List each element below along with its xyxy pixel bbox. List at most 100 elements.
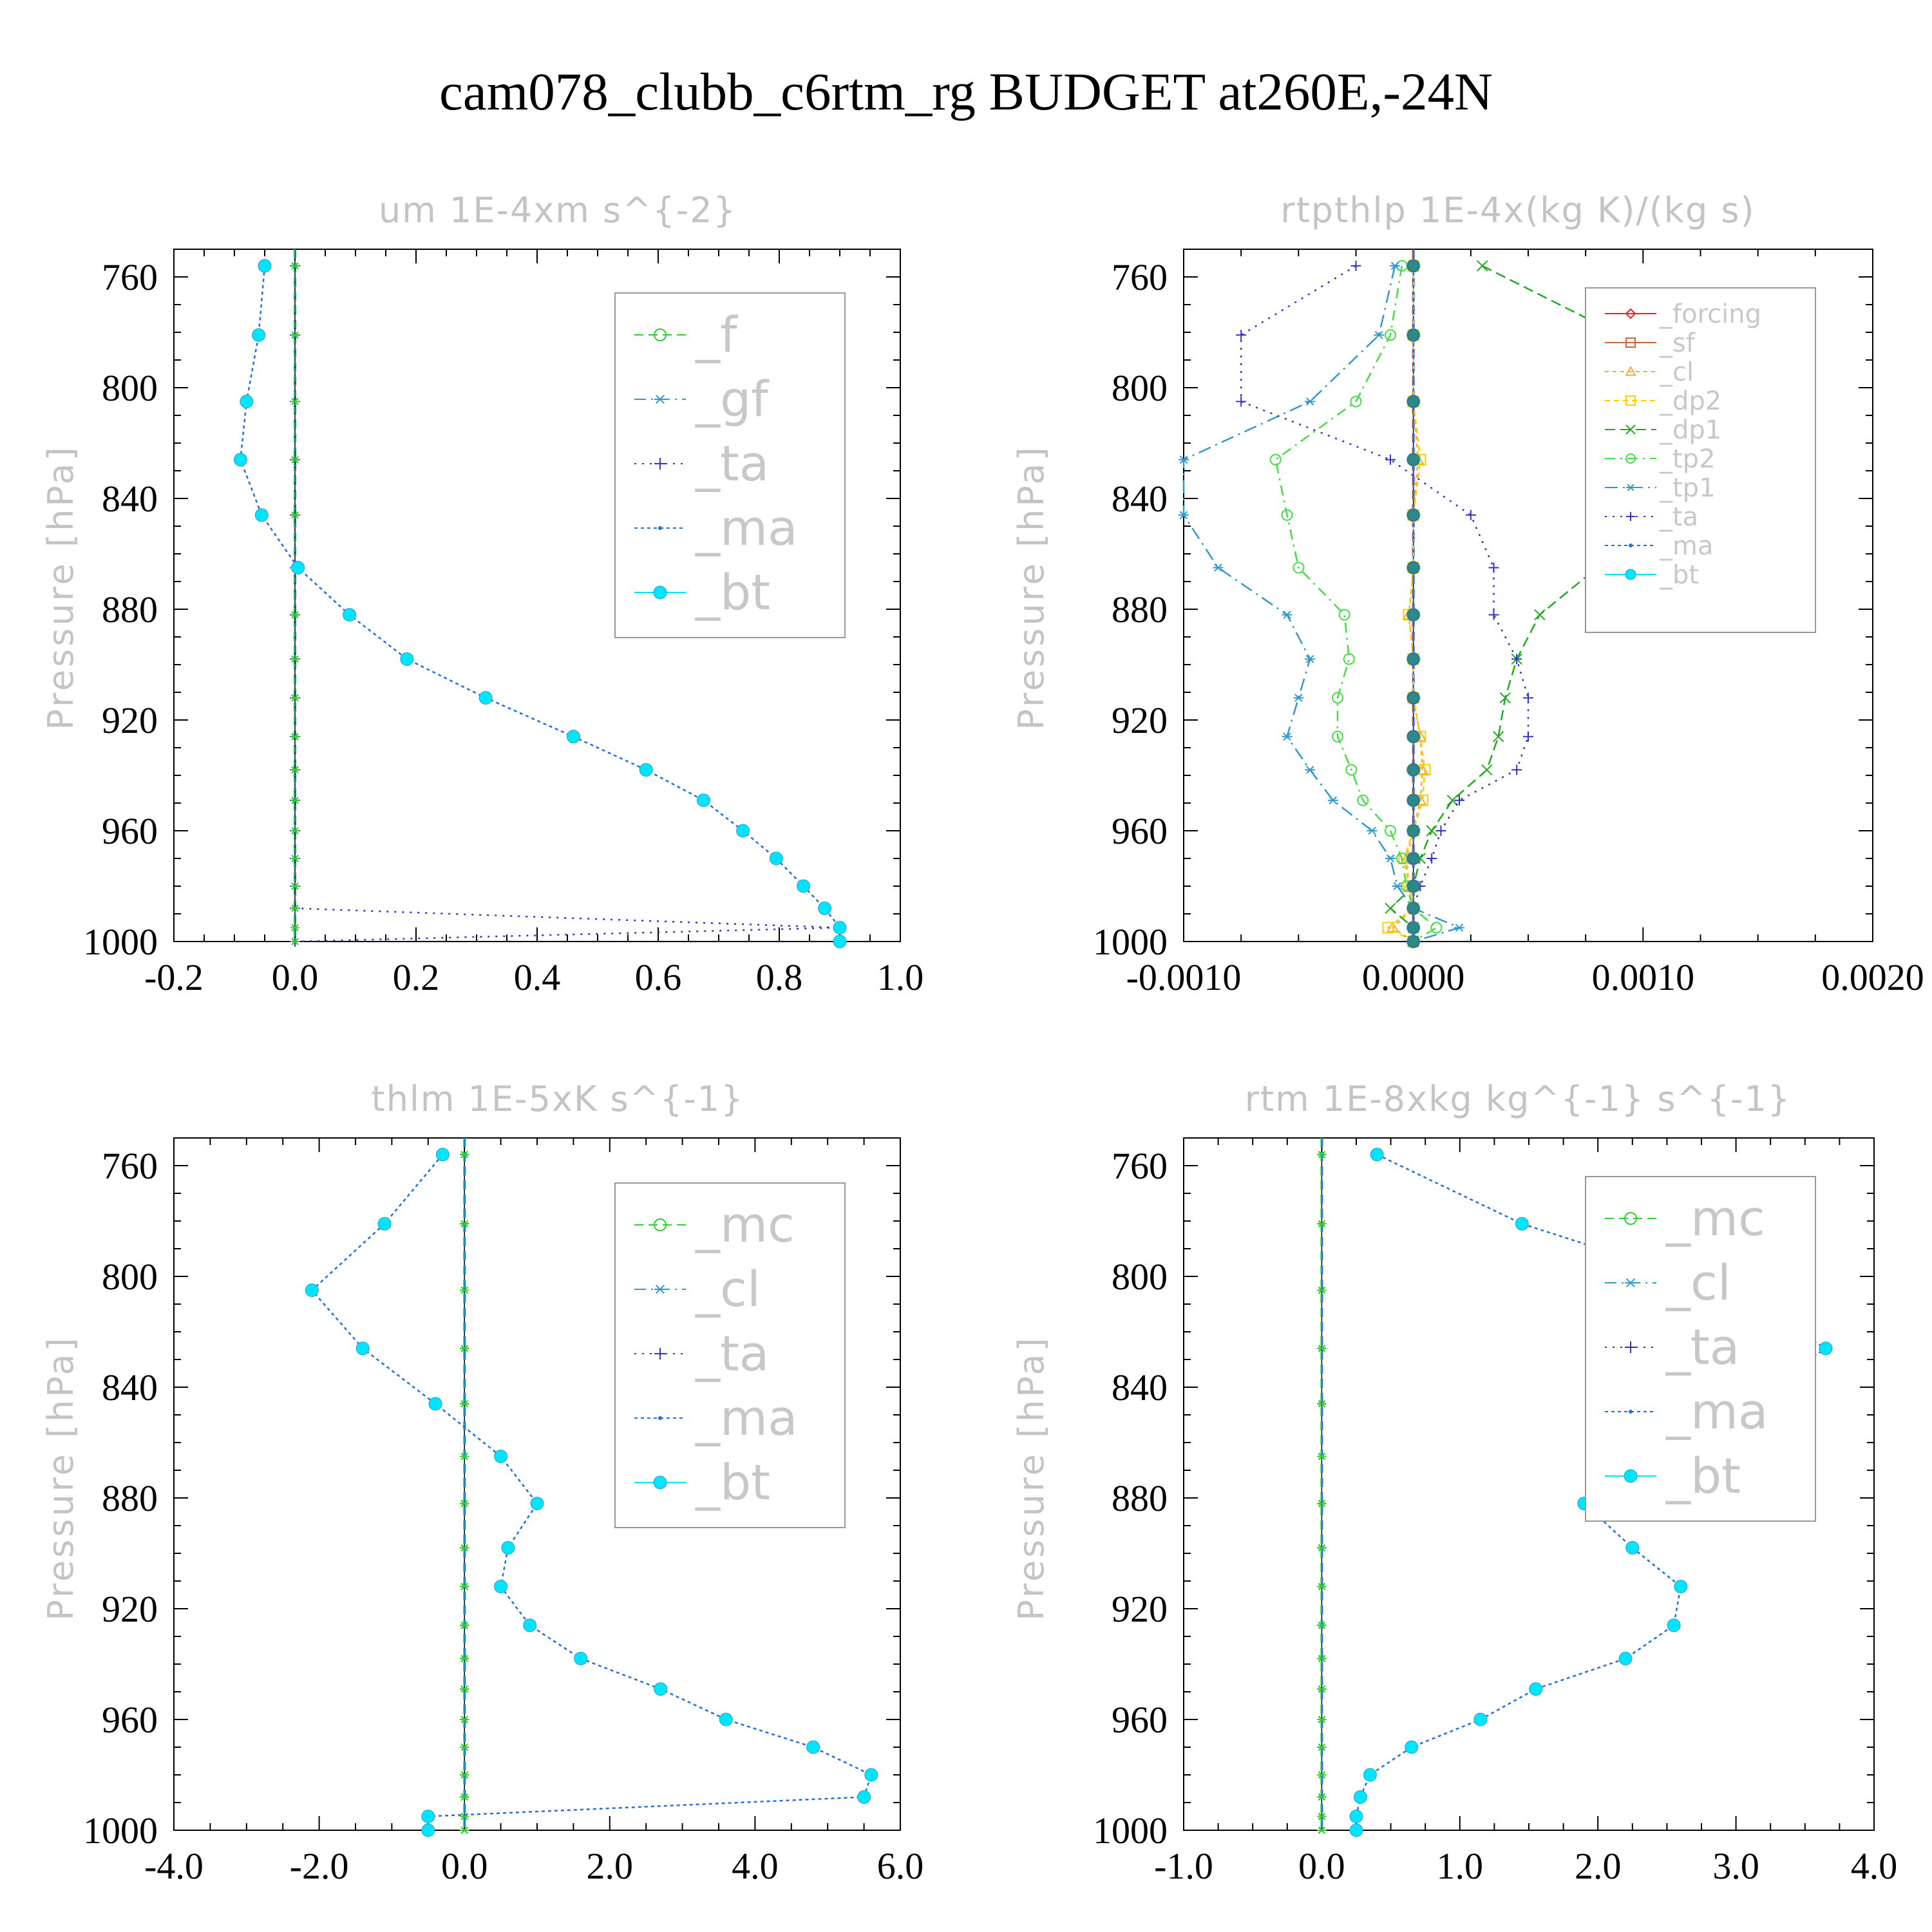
data-point <box>639 762 653 777</box>
x-tick-label: 0.4 <box>514 956 561 998</box>
x-tick-label: 2.0 <box>587 1845 634 1887</box>
data-point <box>1317 1812 1327 1821</box>
data-point <box>1317 1582 1327 1591</box>
data-point <box>290 511 299 519</box>
data-point <box>1407 652 1420 665</box>
y-axis-label-rtpthlp: Pressure [hPa] <box>1011 444 1052 730</box>
data-point <box>1407 609 1420 621</box>
legend-marker <box>654 1284 666 1294</box>
legend-item-dp2: _dp2 <box>1605 386 1721 416</box>
data-point <box>1407 902 1420 914</box>
data-point <box>460 1685 469 1693</box>
legend-item-ma: _ma <box>634 499 798 556</box>
data-point <box>1317 1793 1327 1801</box>
y-axis-label-um: Pressure [hPa] <box>41 444 81 730</box>
data-point <box>428 1397 442 1411</box>
legend-label: _cl <box>1659 357 1694 387</box>
legend-marker <box>1625 365 1636 376</box>
panel-um: um 1E-4xm s^{-2} Pressure [hPa] 760 800 84… <box>41 190 923 998</box>
data-point <box>1819 1341 1833 1356</box>
data-point <box>1374 330 1385 339</box>
data-point <box>377 1217 392 1231</box>
data-point <box>254 508 269 522</box>
legend-item-forcing: _forcing <box>1605 299 1761 329</box>
data-point <box>233 453 247 467</box>
data-point <box>1343 653 1355 665</box>
y-tick-label: 760 <box>102 256 158 298</box>
data-point <box>719 1712 733 1727</box>
y-tick-label: 960 <box>102 1699 158 1741</box>
data-point <box>258 259 272 273</box>
data-point <box>1529 1682 1543 1696</box>
y-tick-label: 1000 <box>1093 1810 1168 1852</box>
legend-label: _ta <box>1665 1318 1739 1376</box>
data-point <box>501 1540 515 1555</box>
data-point <box>1407 260 1420 272</box>
data-point <box>290 262 299 270</box>
series-line <box>1387 265 1426 943</box>
data-point <box>290 611 299 619</box>
y-tick-label: 1000 <box>83 921 158 963</box>
data-point <box>355 1341 370 1356</box>
data-point <box>1407 935 1420 948</box>
data-point <box>291 561 305 574</box>
data-point <box>1236 396 1247 407</box>
data-point <box>1269 453 1282 466</box>
x-tick-label: 0.0 <box>272 956 319 998</box>
data-point <box>1407 794 1420 807</box>
x-tick-label: 0.6 <box>635 956 682 998</box>
data-point <box>460 1345 469 1352</box>
data-point <box>1363 1768 1377 1782</box>
legend-item-bt: _bt <box>634 564 770 621</box>
legend-label: _ta <box>695 435 769 492</box>
legend-box-um <box>614 292 846 638</box>
data-point <box>290 733 299 741</box>
panel-title-um: um 1E-4xm s^{-2} <box>379 190 737 231</box>
data-point <box>460 1499 469 1508</box>
data-point <box>1331 730 1343 743</box>
legend-marker <box>1624 1212 1637 1225</box>
data-point <box>1282 732 1293 741</box>
legend-label: _ma <box>695 499 798 556</box>
legend-item-bt: _bt <box>634 1454 770 1511</box>
legend-item-ta: _ta <box>1605 502 1698 532</box>
legend-item-gf: _gf <box>634 370 770 428</box>
data-point <box>1317 1452 1327 1461</box>
data-point <box>697 793 710 808</box>
legend-label: _dp2 <box>1659 386 1721 416</box>
data-point <box>400 652 414 666</box>
data-point <box>769 851 783 866</box>
legend-marker <box>654 458 666 469</box>
data-point <box>1426 853 1437 864</box>
data-point <box>240 395 254 408</box>
figure-title: cam078_clubb_c6rtm_rg BUDGET at260E,-24N <box>439 62 1493 121</box>
legend-item-ta: _ta <box>634 1325 769 1382</box>
data-point <box>460 1622 469 1629</box>
data-point <box>1407 562 1420 574</box>
legend-item-tp1: _tp1 <box>1605 473 1716 503</box>
legend-label: _bt <box>695 1454 770 1511</box>
data-point <box>1350 395 1362 408</box>
data-point <box>566 730 580 744</box>
data-point <box>833 921 847 934</box>
legend-marker <box>1625 1278 1636 1288</box>
data-point <box>523 1618 537 1633</box>
data-point <box>1349 1823 1363 1837</box>
legend-item-mc: _mc <box>634 1196 795 1253</box>
legend-label: _forcing <box>1659 299 1761 329</box>
legend-marker <box>1625 308 1636 319</box>
y-tick-label: 800 <box>102 1256 158 1298</box>
series-line <box>1240 265 1530 942</box>
x-tick-label: 0.8 <box>756 956 803 998</box>
data-point <box>1317 1654 1327 1663</box>
data-point <box>1357 794 1369 806</box>
data-point <box>1674 1580 1688 1594</box>
data-point <box>1534 609 1546 621</box>
y-tick-label: 760 <box>1112 256 1168 298</box>
y-tick-label: 1000 <box>83 1810 158 1852</box>
data-point <box>806 1740 820 1754</box>
data-point <box>857 1790 871 1804</box>
legend-marker <box>654 1218 667 1231</box>
data-point <box>1430 922 1443 934</box>
data-point <box>1350 260 1361 271</box>
